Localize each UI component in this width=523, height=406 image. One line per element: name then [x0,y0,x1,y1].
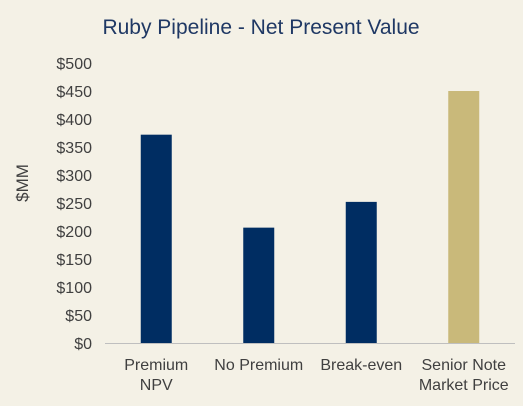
y-tick-label: $350 [56,140,92,157]
bar [140,134,172,343]
y-tick-label: $500 [56,56,92,73]
y-tick-label: $250 [56,196,92,213]
y-tick-label: $450 [56,84,92,101]
x-category-label: NPV [140,377,173,394]
x-category-label: Break-even [320,357,402,374]
bar [345,201,377,343]
x-axis-categories: Premium NPV No Premium Break-even Senior Not… [124,357,509,394]
bars [140,91,480,343]
y-tick-label: $200 [56,224,92,241]
x-category-label: Senior Note [422,357,507,374]
y-tick-label: $300 [56,168,92,185]
x-category-label: No Premium [214,357,303,374]
y-tick-label: $0 [74,336,92,353]
y-axis-title: $MM [13,164,32,202]
bar [243,227,275,343]
bar [448,91,480,343]
y-tick-label: $100 [56,280,92,297]
y-tick-label: $400 [56,112,92,129]
x-category-label: Premium [124,357,188,374]
chart-title: Ruby Pipeline - Net Present Value [102,16,419,39]
y-tick-label: $50 [65,308,92,325]
y-axis-ticks: $0 $50 $100 $150 $200 $250 $300 $350 $400 $450 $50… [56,56,92,353]
y-tick-label: $150 [56,252,92,269]
x-category-label: Market Price [419,377,509,394]
